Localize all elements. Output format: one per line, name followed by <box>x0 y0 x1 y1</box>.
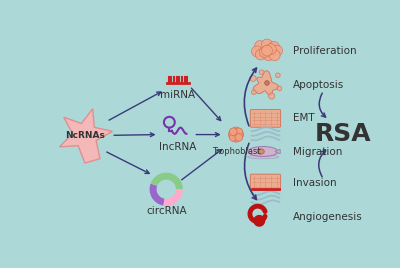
Polygon shape <box>253 71 278 95</box>
Circle shape <box>277 86 282 91</box>
Circle shape <box>268 41 280 52</box>
Text: lncRNA: lncRNA <box>159 142 196 152</box>
Circle shape <box>259 70 264 75</box>
Circle shape <box>232 135 240 142</box>
Circle shape <box>250 75 256 81</box>
Circle shape <box>276 73 280 78</box>
Text: Apoptosis: Apoptosis <box>292 80 344 90</box>
Circle shape <box>259 47 270 58</box>
Circle shape <box>231 130 241 139</box>
Text: Trophoblast: Trophoblast <box>212 147 260 156</box>
FancyBboxPatch shape <box>250 110 280 127</box>
Ellipse shape <box>257 149 264 154</box>
Text: circRNA: circRNA <box>146 206 186 216</box>
Circle shape <box>262 45 272 56</box>
Circle shape <box>252 90 256 95</box>
Circle shape <box>235 133 243 141</box>
Circle shape <box>268 93 275 99</box>
Circle shape <box>265 81 269 85</box>
FancyBboxPatch shape <box>250 174 280 190</box>
Text: NcRNAs: NcRNAs <box>65 131 105 140</box>
Text: miRNA: miRNA <box>160 90 196 100</box>
Circle shape <box>229 128 237 136</box>
Text: Migration: Migration <box>292 147 342 157</box>
Circle shape <box>255 49 266 60</box>
Text: Angiogenesis: Angiogenesis <box>292 212 362 222</box>
Polygon shape <box>60 109 112 163</box>
Ellipse shape <box>248 147 278 157</box>
Text: RSA: RSA <box>315 122 371 146</box>
Ellipse shape <box>248 155 279 159</box>
Circle shape <box>228 131 236 138</box>
Text: Invasion: Invasion <box>292 178 336 188</box>
Circle shape <box>236 131 244 138</box>
Circle shape <box>252 46 262 57</box>
Circle shape <box>266 44 276 54</box>
Polygon shape <box>275 149 280 154</box>
Circle shape <box>254 41 266 51</box>
Circle shape <box>235 128 243 136</box>
Circle shape <box>232 127 240 135</box>
Text: EMT: EMT <box>292 113 314 123</box>
Circle shape <box>229 133 237 141</box>
Circle shape <box>269 50 280 61</box>
Circle shape <box>272 45 282 56</box>
Circle shape <box>262 39 272 50</box>
Text: Proliferation: Proliferation <box>292 46 356 56</box>
Circle shape <box>263 50 274 61</box>
